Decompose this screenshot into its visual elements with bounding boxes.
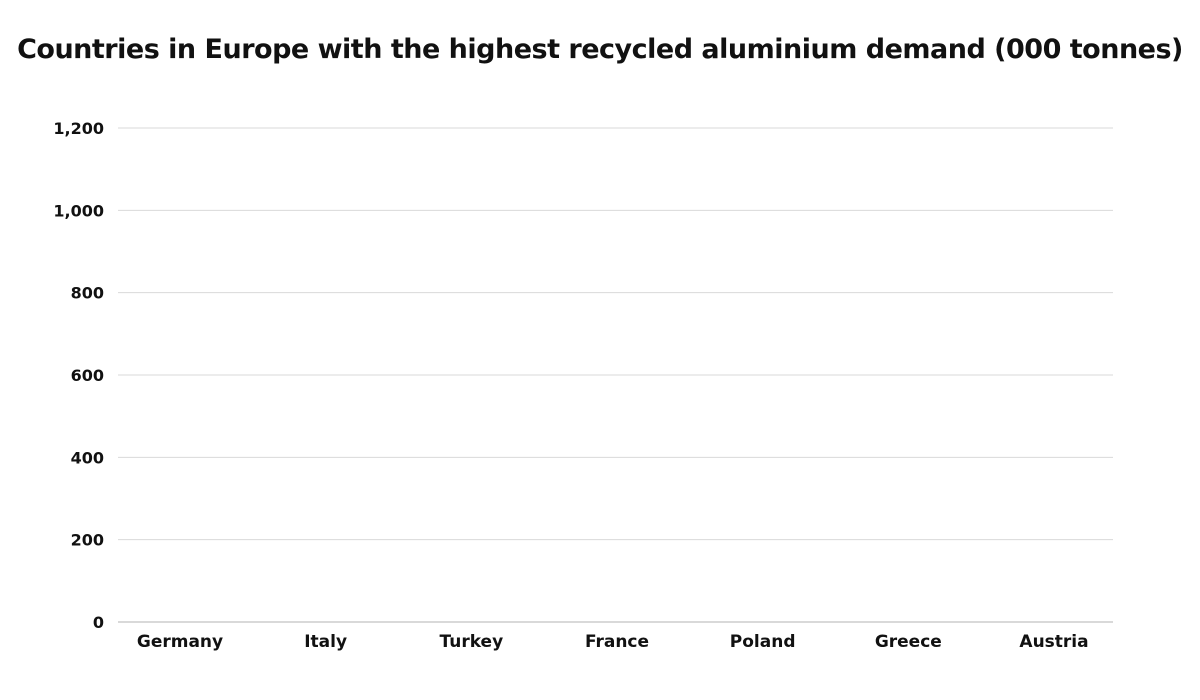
x-category-label: Austria bbox=[1019, 632, 1088, 652]
x-category-label: France bbox=[585, 632, 649, 652]
y-axis-ticks: 0 200 400 600 800 1,000 1,200 bbox=[53, 119, 104, 632]
chart-title: Countries in Europe with the highest rec… bbox=[17, 34, 1183, 65]
x-category-label: Poland bbox=[730, 632, 796, 652]
y-tick-label: 800 bbox=[71, 284, 104, 303]
y-tick-label: 200 bbox=[71, 531, 104, 550]
x-category-label: Greece bbox=[875, 632, 942, 652]
gridlines bbox=[118, 127, 1113, 623]
x-category-label: Germany bbox=[137, 632, 223, 652]
y-tick-label: 400 bbox=[71, 448, 104, 467]
y-tick-label: 1,000 bbox=[53, 201, 104, 220]
y-tick-label: 0 bbox=[93, 613, 104, 632]
x-category-label: Italy bbox=[304, 632, 347, 652]
y-tick-label: 1,200 bbox=[53, 119, 104, 138]
y-tick-label: 600 bbox=[71, 366, 104, 385]
x-axis-categories: Germany Italy Turkey France Poland Greece Aust… bbox=[137, 632, 1089, 652]
x-category-label: Turkey bbox=[439, 632, 503, 652]
